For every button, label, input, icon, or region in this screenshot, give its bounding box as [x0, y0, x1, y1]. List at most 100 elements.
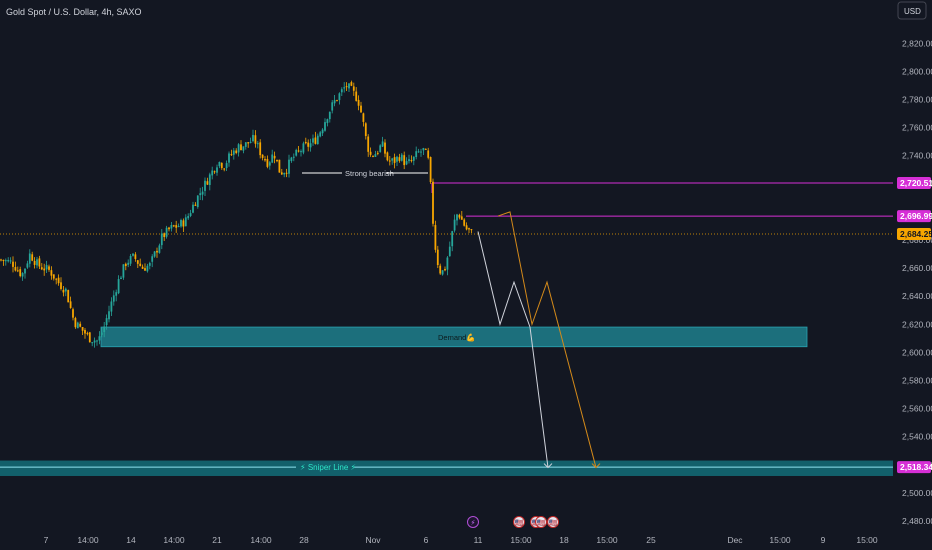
candle-body: [470, 229, 473, 231]
x-tick-label: Dec: [727, 535, 743, 545]
candle-body: [312, 138, 314, 143]
candle-body: [369, 151, 372, 155]
candle-body: [88, 332, 91, 343]
candle-body: [31, 254, 34, 261]
zones-layer: Demand💪 ⚡ Sniper Line ⚡: [0, 326, 893, 476]
candle-body: [468, 228, 470, 230]
candle-body: [136, 260, 139, 264]
x-tick-label: 6: [424, 535, 429, 545]
candle-body: [261, 154, 264, 158]
x-tick-label: 14:00: [163, 535, 185, 545]
candle-body: [372, 155, 374, 157]
candle-body: [451, 231, 454, 247]
event-markers: ⚡🇺🇸🇺🇸🇺🇸🇺🇸: [467, 516, 559, 528]
candle-body: [441, 270, 444, 275]
candle-body: [288, 159, 290, 174]
candle-body: [108, 311, 110, 320]
price-tags: 2,720.51 2,696.99 2,684.25 2,518.34: [897, 177, 932, 474]
candle-body: [232, 150, 235, 155]
event-marker-glyph: 🇺🇸: [515, 519, 524, 527]
candle-body: [367, 136, 370, 152]
candle-body: [424, 148, 427, 150]
demand-zone-label: Demand💪: [438, 333, 476, 342]
candle-body: [247, 142, 250, 144]
event-flag-icon[interactable]: [547, 516, 559, 528]
candle-body: [64, 288, 67, 292]
y-tick-label: 2,780.00: [902, 94, 932, 104]
candle-body: [362, 113, 365, 122]
candle-body: [14, 267, 17, 271]
candle-body: [297, 150, 300, 152]
event-marker-glyph: 🇺🇸: [537, 519, 546, 527]
candle-body: [463, 219, 466, 226]
candle-body: [7, 259, 10, 262]
candle-body: [415, 151, 418, 158]
y-tick-label: 2,740.00: [902, 151, 932, 161]
projection-layer: [477, 211, 601, 469]
candle-body: [187, 216, 190, 219]
candle-body: [206, 181, 209, 185]
candle-body: [338, 93, 341, 101]
candle-body: [242, 146, 245, 151]
candle-body: [112, 295, 115, 302]
candle-body: [314, 137, 317, 144]
candle-body: [43, 268, 46, 271]
y-tick-label: 2,620.00: [902, 319, 932, 329]
candle-body: [21, 273, 24, 277]
event-flash-icon[interactable]: [467, 516, 479, 528]
candle-body: [444, 268, 446, 271]
demand-zone: [100, 326, 808, 348]
y-tick-label: 2,580.00: [902, 375, 932, 385]
candle-body: [439, 265, 442, 274]
candle-body: [81, 326, 84, 331]
candle-body: [117, 279, 120, 294]
candle-body: [316, 135, 319, 145]
candle-body: [24, 268, 26, 274]
candle-body: [182, 220, 185, 227]
candle-body: [456, 214, 458, 221]
event-flag-icon[interactable]: [535, 516, 547, 528]
currency-button[interactable]: USD: [897, 1, 927, 20]
candle-body: [379, 145, 382, 152]
candle-body: [124, 263, 127, 267]
candle-body: [304, 142, 307, 144]
candle-body: [352, 86, 355, 91]
candle-body: [163, 233, 166, 238]
candle-body: [436, 249, 439, 265]
candle-body: [216, 167, 218, 173]
candles-layer: [0, 80, 473, 348]
candle-body: [300, 151, 302, 153]
candle-body: [192, 204, 194, 213]
candle-body: [235, 150, 238, 153]
candle-body: [48, 266, 50, 270]
candle-body: [434, 225, 437, 250]
candle-body: [393, 157, 396, 163]
candle-body: [319, 132, 322, 137]
currency-button-frame[interactable]: [897, 1, 927, 20]
candle-body: [62, 289, 65, 293]
candle-body: [364, 123, 367, 137]
event-flag-icon[interactable]: [513, 516, 525, 528]
candle-body: [93, 340, 96, 343]
candle-body: [381, 141, 384, 147]
currency-button-label[interactable]: USD: [904, 7, 921, 16]
y-tick-label: 2,760.00: [902, 123, 932, 133]
candle-body: [403, 155, 406, 166]
price-tag-bg: [897, 210, 931, 223]
candle-body: [256, 143, 259, 145]
x-tick-label: 15:00: [596, 535, 618, 545]
candle-body: [223, 168, 226, 170]
candle-body: [264, 159, 266, 161]
candle-body: [144, 268, 146, 271]
candle-body: [52, 274, 55, 279]
candle-body: [0, 259, 2, 261]
candle-body: [328, 111, 331, 120]
candle-body: [386, 152, 389, 161]
x-tick-label: 14:00: [77, 535, 99, 545]
candle-body: [355, 91, 358, 101]
candle-body: [268, 162, 271, 166]
candle-body: [201, 191, 204, 195]
x-tick-label: 11: [474, 535, 483, 545]
candle-body: [432, 181, 434, 224]
candle-body: [410, 160, 413, 162]
